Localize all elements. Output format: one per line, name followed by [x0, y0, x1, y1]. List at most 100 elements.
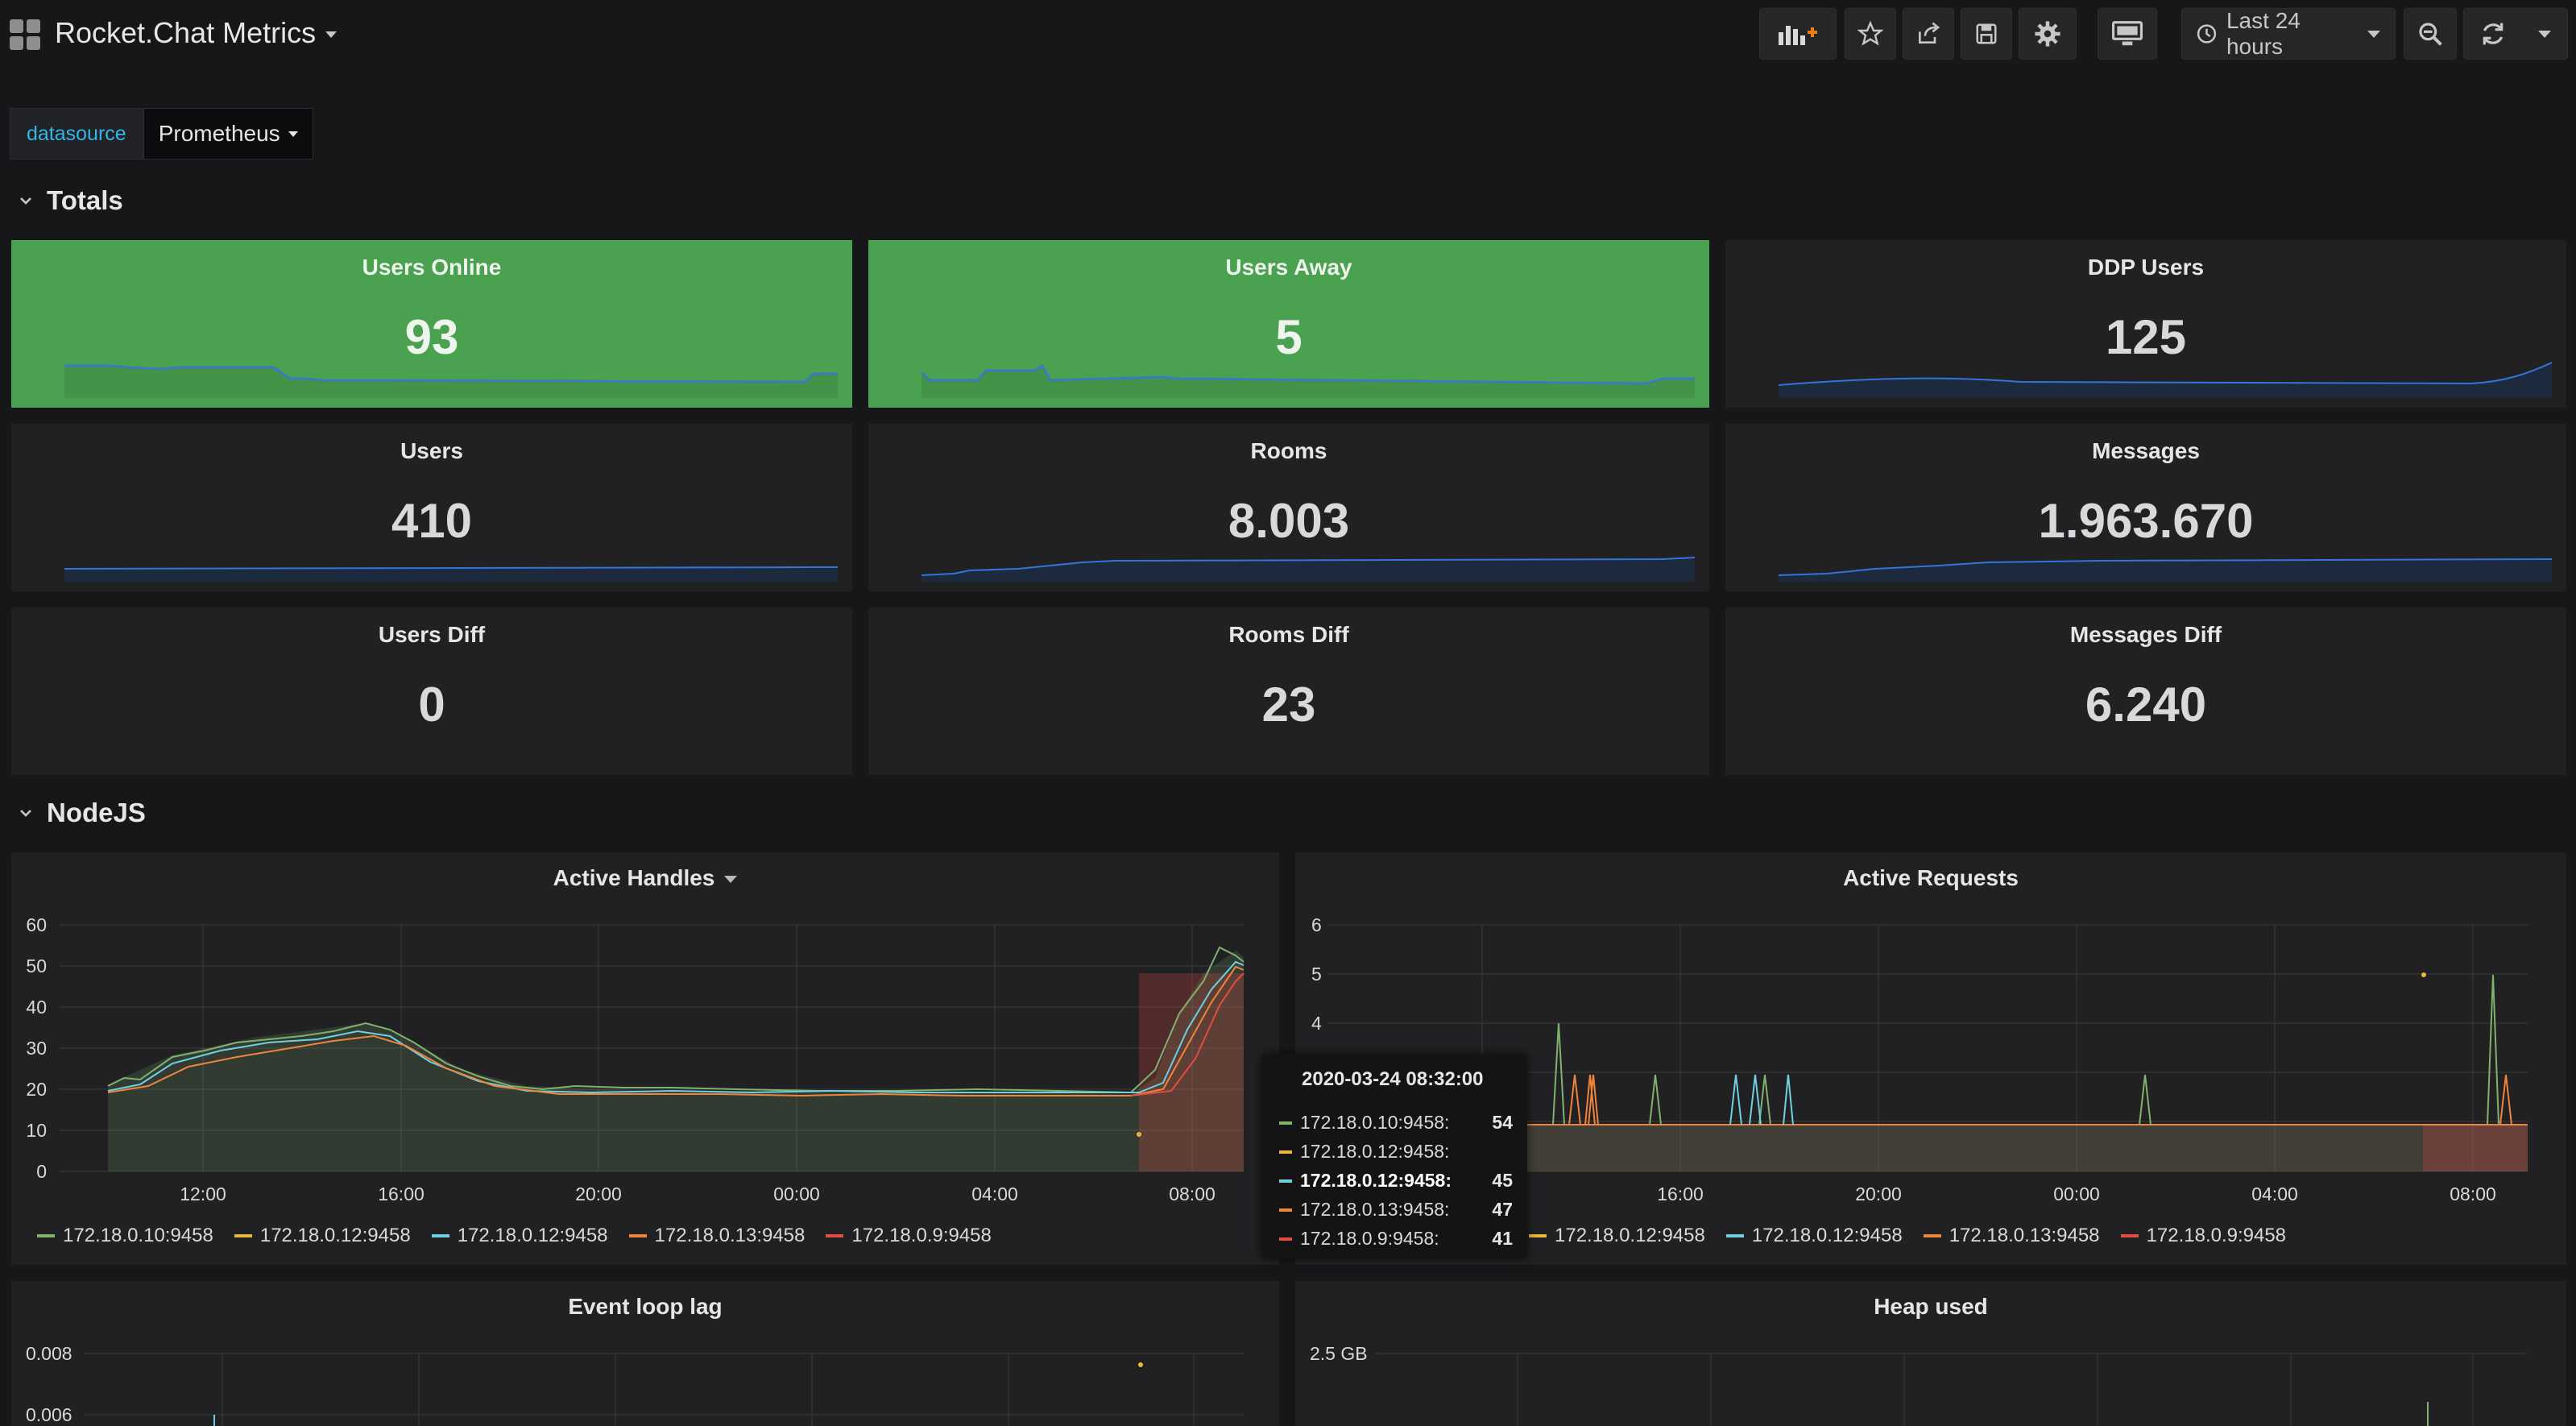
stat-panel-users-away[interactable]: Users Away 5 [868, 240, 1709, 408]
y-tick: 60 [26, 914, 47, 935]
add-panel-button[interactable] [1759, 8, 1837, 60]
graph-title[interactable]: Heap used [1874, 1294, 1988, 1319]
stat-title: Users Away [1225, 255, 1352, 280]
tooltip-value: 45 [1492, 1170, 1513, 1191]
event-loop-lag-plot: 0.008 0.006 [26, 1343, 1244, 1426]
graph-panel-active-handles[interactable]: Active Handles 0 10 20 30 40 50 60 12:00… [11, 852, 1279, 1265]
legend-label: 172.18.0.13:9458 [1949, 1225, 2100, 1246]
caret-down-icon [2367, 30, 2380, 38]
chevron-down-icon [20, 197, 31, 205]
tv-mode-button[interactable] [2098, 8, 2157, 60]
stat-panel-ddp-users[interactable]: DDP Users 125 [1725, 240, 2566, 408]
graph-panel-heap-used[interactable]: Heap used 2.5 GB [1295, 1281, 2566, 1426]
zoom-out-button[interactable] [2404, 8, 2457, 60]
stat-panel-users-diff[interactable]: Users Diff 0 [11, 607, 852, 775]
datasource-select[interactable]: Prometheus [143, 108, 313, 160]
settings-button[interactable] [2019, 8, 2077, 60]
y-tick: 5 [1311, 964, 1322, 985]
tooltip-series: 172.18.0.9:9458: [1300, 1228, 1439, 1249]
legend-item[interactable]: 172.18.0.12:9458 [431, 1225, 608, 1247]
stat-panel-rooms[interactable]: Rooms 8.003 [868, 424, 1709, 591]
x-tick: 04:00 [2251, 1183, 2298, 1204]
y-tick: 0.006 [26, 1404, 72, 1425]
stat-title: Users Online [362, 255, 502, 280]
datasource-value: Prometheus [158, 121, 280, 146]
legend-swatch [826, 1234, 844, 1237]
legend-item[interactable]: 172.18.0.13:9458 [628, 1225, 805, 1247]
stat-title: DDP Users [2087, 255, 2205, 280]
graph-title[interactable]: Event loop lag [568, 1294, 723, 1319]
save-button[interactable] [1961, 8, 2012, 60]
stat-panel-users[interactable]: Users 410 [11, 424, 852, 591]
graph-tooltip: 2020-03-24 08:32:00 172.18.0.10:9458: 54… [1261, 1054, 1527, 1258]
y-tick: 2.5 GB [1310, 1343, 1368, 1364]
legend-item[interactable]: 172.18.0.9:9458 [826, 1225, 992, 1247]
tooltip-row: 172.18.0.12:9458: 45 [1279, 1170, 1513, 1192]
legend-item[interactable]: 172.18.0.9:9458 [2120, 1225, 2286, 1247]
graph-panel-event-loop-lag[interactable]: Event loop lag 0.008 0.006 [11, 1281, 1279, 1426]
y-tick: 50 [26, 956, 47, 976]
sparkline [1779, 362, 2552, 398]
add-panel-icon [1779, 26, 1817, 45]
tooltip-series: 172.18.0.10:9458: [1300, 1112, 1450, 1133]
star-button[interactable] [1845, 8, 1896, 60]
stat-panel-messages-diff[interactable]: Messages Diff 6.240 [1725, 607, 2566, 775]
graph-title[interactable]: Active Requests [1843, 865, 2019, 890]
stat-title: Messages Diff [2069, 622, 2222, 647]
tv-mode-icon [2112, 21, 2143, 46]
sparkline [1779, 558, 2552, 582]
refresh-interval-caret-icon[interactable] [2538, 30, 2551, 38]
legend-item[interactable]: 172.18.0.12:9458 [1529, 1225, 1705, 1247]
graph-title-text: Active Handles [553, 865, 715, 890]
tooltip-swatch [1279, 1179, 1292, 1183]
stat-value: 1.963.670 [2038, 494, 2254, 548]
legend-item[interactable]: 172.18.0.10:9458 [37, 1225, 213, 1247]
active-requests-plot: 4 5 6 16:00 20:00 00:00 04:00 08:00 [1311, 914, 2528, 1204]
tooltip-time: 2020-03-24 08:32:00 [1302, 1068, 1484, 1090]
x-tick: 16:00 [378, 1183, 425, 1204]
tooltip-swatch [1279, 1121, 1292, 1125]
legend-label: 172.18.0.12:9458 [1751, 1225, 1903, 1246]
refresh-button-group[interactable] [2463, 8, 2568, 60]
x-tick: 20:00 [1855, 1183, 1902, 1204]
stat-value: 93 [404, 310, 459, 364]
row-title-nodejs: NodeJS [47, 798, 146, 827]
y-tick: 0.008 [26, 1343, 72, 1364]
stat-panel-rooms-diff[interactable]: Rooms Diff 23 [868, 607, 1709, 775]
tooltip-series: 172.18.0.12:9458: [1300, 1170, 1452, 1191]
share-button[interactable] [1903, 8, 1954, 60]
row-title-totals: Totals [47, 185, 123, 215]
tooltip-value: 54 [1492, 1112, 1513, 1133]
row-header-nodejs[interactable]: NodeJS [19, 798, 146, 828]
tooltip-row: 172.18.0.9:9458: 41 [1279, 1228, 1513, 1250]
graph-title[interactable]: Active Handles [11, 865, 1279, 891]
time-range-picker[interactable]: Last 24 hours [2181, 8, 2396, 60]
panel-menu-caret-icon [724, 876, 738, 884]
stat-title: Users [400, 438, 463, 463]
stat-value: 125 [2105, 310, 2187, 364]
stat-title: Rooms Diff [1228, 622, 1349, 647]
legend-item[interactable]: 172.18.0.12:9458 [1725, 1225, 1903, 1247]
sparkline [921, 557, 1695, 582]
x-tick: 08:00 [2450, 1183, 2496, 1204]
stat-value: 23 [1261, 678, 1316, 732]
active-handles-plot: 0 10 20 30 40 50 60 12:00 16:00 20:00 00… [26, 914, 1245, 1204]
stat-panel-messages[interactable]: Messages 1.963.670 [1725, 424, 2566, 591]
legend-item[interactable]: 172.18.0.12:9458 [234, 1225, 411, 1247]
row-header-totals[interactable]: Totals [19, 185, 123, 216]
stat-value: 8.003 [1228, 494, 1350, 548]
datasource-label: datasource [10, 108, 143, 160]
tooltip-row: 172.18.0.12:9458: [1279, 1141, 1513, 1163]
chevron-down-icon [20, 810, 31, 817]
legend-item[interactable]: 172.18.0.13:9458 [1923, 1225, 2100, 1247]
dashboard-grid-icon[interactable] [10, 19, 40, 50]
refresh-icon[interactable] [2480, 21, 2506, 47]
stat-panel-users-online[interactable]: Users Online 93 [11, 240, 852, 408]
legend-swatch [1529, 1234, 1547, 1237]
y-tick: 0 [36, 1161, 47, 1182]
dashboard-title[interactable]: Rocket.Chat Metrics [55, 16, 338, 50]
sparkline [64, 364, 838, 398]
zoom-out-icon [2419, 23, 2442, 46]
tooltip-row: 172.18.0.10:9458: 54 [1279, 1112, 1513, 1134]
y-tick: 4 [1311, 1013, 1322, 1034]
